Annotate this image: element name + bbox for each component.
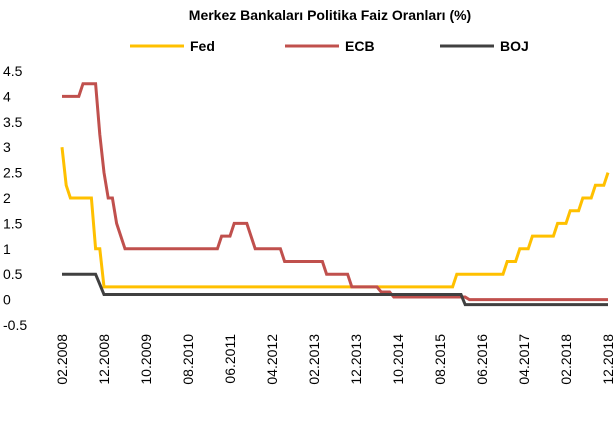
series-line bbox=[62, 272, 608, 307]
y-tick-label: 0 bbox=[3, 292, 11, 308]
y-tick-label: 2 bbox=[3, 190, 11, 206]
x-tick-label: 08.2015 bbox=[432, 334, 448, 385]
x-tick-label: 04.2017 bbox=[516, 334, 532, 385]
x-tick-label: 10.2014 bbox=[390, 334, 406, 385]
x-tick-label: 02.2018 bbox=[558, 334, 574, 385]
x-tick-label: 12.2013 bbox=[348, 334, 364, 385]
chart-title: Merkez Bankaları Politika Faiz Oranları … bbox=[189, 7, 471, 23]
legend-label: ECB bbox=[345, 38, 375, 54]
x-tick-label: 06.2016 bbox=[474, 334, 490, 385]
x-tick-label: 10.2009 bbox=[138, 334, 154, 385]
x-tick-label: 12.2008 bbox=[96, 334, 112, 385]
y-tick-label: 0.5 bbox=[3, 266, 23, 282]
y-tick-label: 2.5 bbox=[3, 165, 23, 181]
y-tick-label: 1.5 bbox=[3, 215, 23, 231]
x-tick-label: 02.2013 bbox=[306, 334, 322, 385]
x-tick-label: 12.2018 bbox=[600, 334, 613, 385]
series-line bbox=[62, 82, 608, 302]
legend-label: BOJ bbox=[500, 38, 529, 54]
y-tick-label: 3.5 bbox=[3, 114, 23, 130]
y-tick-label: -0.5 bbox=[3, 317, 27, 333]
y-tick-label: 3 bbox=[3, 139, 11, 155]
y-tick-label: 4 bbox=[3, 88, 11, 104]
x-tick-label: 06.2011 bbox=[222, 334, 238, 384]
y-tick-label: 4.5 bbox=[3, 63, 23, 79]
y-tick-label: 1 bbox=[3, 241, 11, 257]
series-line bbox=[60, 147, 610, 289]
x-tick-label: 04.2012 bbox=[264, 334, 280, 385]
x-tick-label: 02.2008 bbox=[54, 334, 70, 385]
legend-label: Fed bbox=[190, 38, 215, 54]
x-tick-label: 08.2010 bbox=[180, 334, 196, 385]
